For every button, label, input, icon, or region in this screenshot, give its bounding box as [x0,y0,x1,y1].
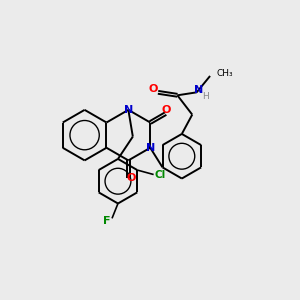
Text: N: N [146,143,155,153]
Text: N: N [194,85,203,95]
Text: O: O [161,105,170,115]
Text: CH₃: CH₃ [217,68,233,77]
Text: O: O [149,84,158,94]
Text: Cl: Cl [154,169,166,179]
Text: H: H [202,92,209,101]
Text: F: F [103,216,110,226]
Text: O: O [127,173,136,183]
Text: N: N [124,105,133,115]
